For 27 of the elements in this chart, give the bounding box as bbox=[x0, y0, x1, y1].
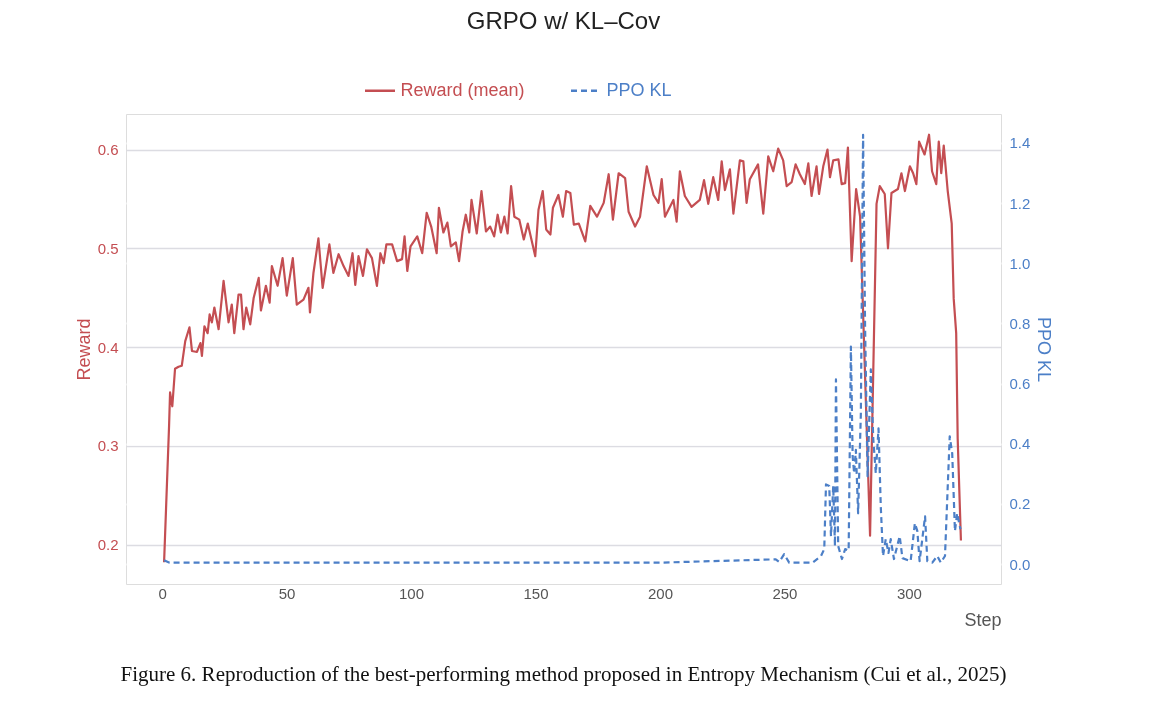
y2-tick-label: 1.4 bbox=[1009, 134, 1031, 152]
legend-label: PPO KL bbox=[606, 79, 672, 100]
y2-tick-label: 0.8 bbox=[1009, 314, 1031, 332]
chart-title: GRPO w/ KL–Cov bbox=[466, 7, 661, 34]
x-tick-label: 50 bbox=[278, 584, 296, 602]
y-tick-label: 0.3 bbox=[97, 437, 119, 455]
y-axis-title: Reward bbox=[73, 318, 94, 381]
x-axis-title: Step bbox=[964, 609, 1002, 630]
y-tick-label: 0.4 bbox=[97, 338, 119, 356]
y2-axis-title: PPO KL bbox=[1034, 316, 1055, 383]
legend-label: Reward (mean) bbox=[400, 79, 525, 100]
x-tick-label: 250 bbox=[772, 584, 798, 602]
y2-tick-label: 0.0 bbox=[1009, 555, 1031, 573]
y2-tick-label: 0.4 bbox=[1009, 435, 1031, 453]
y2-tick-label: 1.2 bbox=[1009, 194, 1031, 212]
x-tick-label: 300 bbox=[896, 584, 922, 602]
y2-tick-label: 1.0 bbox=[1009, 254, 1031, 272]
x-tick-label: 100 bbox=[399, 584, 425, 602]
y2-tick-label: 0.6 bbox=[1009, 375, 1031, 393]
caption: Figure 6. Reproduction of the best-performing method proposed in Entropy Mechanism (Cui et al., 2025) bbox=[120, 662, 1007, 686]
x-tick-label: 0 bbox=[158, 584, 167, 602]
y-tick-label: 0.5 bbox=[97, 239, 119, 257]
x-tick-label: 200 bbox=[647, 584, 673, 602]
x-tick-label: 150 bbox=[523, 584, 549, 602]
y2-tick-label: 0.2 bbox=[1009, 495, 1031, 513]
y-tick-label: 0.6 bbox=[97, 141, 119, 159]
y-tick-label: 0.2 bbox=[97, 536, 119, 553]
